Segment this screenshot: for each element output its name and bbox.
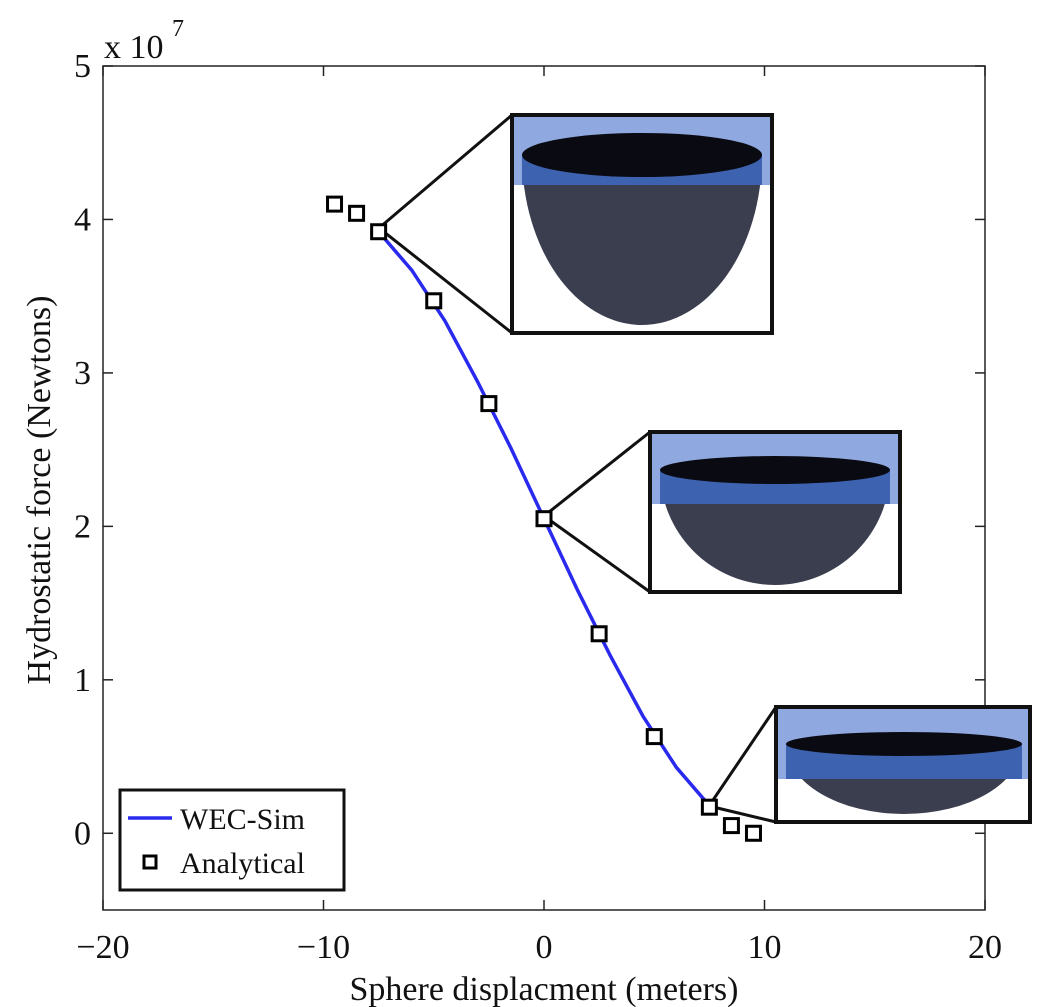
- legend: WEC-Sim Analytical: [118, 788, 346, 892]
- x-tick-label: −10: [297, 929, 350, 966]
- y-tick-label: 5: [74, 48, 91, 85]
- data-point: [744, 824, 762, 842]
- x-axis-label: Sphere displacment (meters): [350, 971, 739, 1007]
- legend-label: Analytical: [180, 847, 305, 880]
- legend-marker: [142, 854, 158, 870]
- y-tick-label: 4: [74, 201, 91, 238]
- y-tick-label: 3: [74, 355, 91, 392]
- callouts: [378, 113, 778, 824]
- data-point: [645, 728, 663, 746]
- y-tick-label: 2: [74, 508, 91, 545]
- data-point: [535, 510, 553, 528]
- y-axis-label: Hydrostatic force (Newtons): [21, 296, 58, 685]
- data-point: [425, 292, 443, 310]
- data-point: [480, 395, 498, 413]
- y-exponent: 7: [172, 16, 184, 42]
- y-tick-label: 0: [74, 815, 91, 852]
- x-tick-label: 20: [968, 929, 1002, 966]
- y-multiplier: x 10: [104, 29, 164, 66]
- data-point: [326, 195, 344, 213]
- data-point: [348, 204, 366, 222]
- data-point: [700, 798, 718, 816]
- y-tick-label: 1: [74, 662, 91, 699]
- x-tick-label: 0: [536, 929, 553, 966]
- inset-sphere-half: [648, 430, 902, 594]
- x-tick-label: −20: [76, 929, 129, 966]
- legend-box: [118, 788, 346, 892]
- legend-label: WEC-Sim: [180, 803, 305, 836]
- inset-sphere-submerged: [510, 113, 774, 335]
- data-point: [590, 625, 608, 643]
- data-point: [370, 223, 388, 241]
- inset-sphere-floating: [774, 705, 1032, 824]
- x-tick-label: 10: [748, 929, 782, 966]
- data-point: [722, 817, 740, 835]
